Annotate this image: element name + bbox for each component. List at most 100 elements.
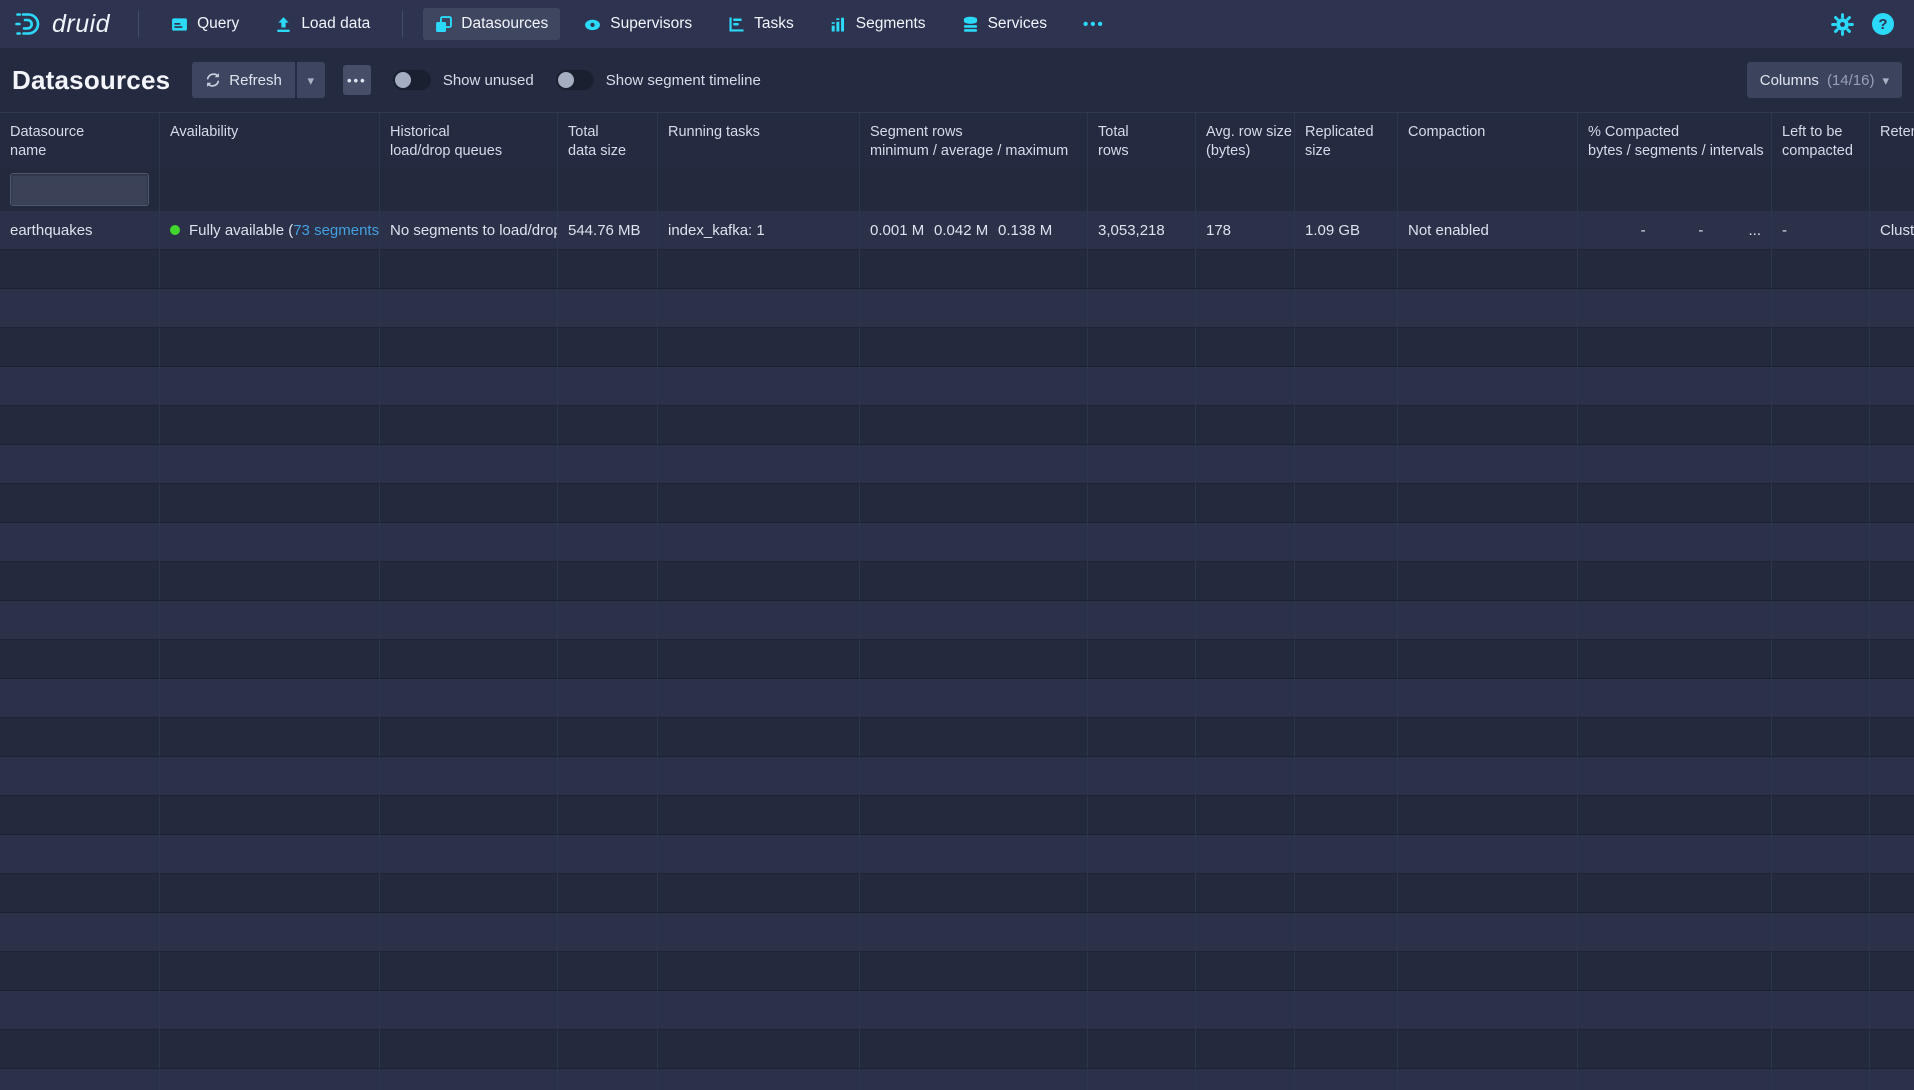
table-cell bbox=[1398, 835, 1578, 874]
help-icon[interactable]: ? bbox=[1872, 13, 1894, 35]
nav-item-services[interactable]: Services bbox=[950, 8, 1059, 40]
table-cell bbox=[160, 367, 380, 406]
column-header-availability[interactable]: Availability bbox=[160, 113, 380, 168]
filter-cell bbox=[1772, 168, 1870, 211]
show-unused-toggle-row: Show unused bbox=[392, 70, 534, 90]
nav-item-query[interactable]: Query bbox=[159, 8, 251, 40]
pct-compacted-segments: - bbox=[1698, 221, 1704, 239]
table-cell bbox=[1398, 328, 1578, 367]
table-cell bbox=[380, 718, 558, 757]
table-cell bbox=[1398, 289, 1578, 328]
table-cell bbox=[1772, 445, 1870, 484]
filter-cell bbox=[160, 168, 380, 211]
table-cell bbox=[558, 523, 658, 562]
cell-total-rows: 3,053,218 bbox=[1088, 211, 1196, 250]
filter-cell bbox=[658, 168, 860, 211]
table-cell bbox=[658, 601, 860, 640]
gear-icon[interactable] bbox=[1831, 12, 1854, 36]
header-line: Total bbox=[568, 124, 599, 140]
column-header-left-to-be-compacted[interactable]: Left to be compacted bbox=[1772, 113, 1870, 168]
table-cell bbox=[1870, 796, 1914, 835]
show-unused-toggle[interactable] bbox=[392, 70, 431, 90]
more-actions-button[interactable]: ••• bbox=[342, 65, 371, 95]
table-cell bbox=[1578, 328, 1772, 367]
table-cell bbox=[1295, 367, 1398, 406]
table-cell bbox=[860, 796, 1088, 835]
app-logo[interactable]: druid bbox=[14, 9, 110, 39]
table-cell bbox=[0, 757, 160, 796]
table-cell bbox=[1088, 562, 1196, 601]
cell-load-drop: No segments to load/drop bbox=[380, 211, 558, 250]
table-row bbox=[0, 679, 1914, 718]
nav-item-segments[interactable]: Segments bbox=[818, 8, 938, 40]
table-row bbox=[0, 952, 1914, 991]
columns-dropdown-button[interactable]: Columns (14/16) ▾ bbox=[1746, 62, 1902, 98]
cell-compaction[interactable]: Not enabled bbox=[1398, 211, 1578, 250]
table-cell bbox=[160, 1030, 380, 1069]
column-header-avg-row-size[interactable]: Avg. row size (bytes) bbox=[1196, 113, 1295, 168]
columns-button-label: Columns bbox=[1759, 71, 1819, 89]
table-cell bbox=[1295, 1069, 1398, 1090]
filter-cell bbox=[380, 168, 558, 211]
cell-datasource-name[interactable]: earthquakes bbox=[0, 211, 160, 250]
table-cell bbox=[658, 1069, 860, 1090]
table-cell bbox=[558, 562, 658, 601]
filter-cell bbox=[558, 168, 658, 211]
table-cell bbox=[160, 991, 380, 1030]
table-cell bbox=[1088, 328, 1196, 367]
table-cell bbox=[1398, 406, 1578, 445]
table-cell bbox=[1772, 1030, 1870, 1069]
table-cell bbox=[380, 991, 558, 1030]
table-cell bbox=[658, 1030, 860, 1069]
filter-cell bbox=[1398, 168, 1578, 211]
table-cell bbox=[1772, 757, 1870, 796]
app-logo-text: druid bbox=[52, 9, 111, 38]
datasource-name-filter-input[interactable] bbox=[10, 173, 149, 206]
refresh-interval-dropdown-button[interactable]: ▾ bbox=[296, 62, 325, 98]
table-cell bbox=[1870, 406, 1914, 445]
table-cell bbox=[1772, 289, 1870, 328]
datasources-table: Datasource name Availability Historical lo… bbox=[0, 112, 1914, 1090]
table-cell bbox=[1196, 289, 1295, 328]
column-header-retention[interactable]: Retention bbox=[1870, 113, 1914, 168]
nav-item-load-data[interactable]: Load data bbox=[263, 8, 382, 40]
column-header-percent-compacted[interactable]: % Compacted bytes / segments / intervals bbox=[1578, 113, 1772, 168]
nav-more-button[interactable]: ••• bbox=[1071, 9, 1117, 40]
datasource-name: earthquakes bbox=[10, 221, 93, 239]
column-header-replicated-size[interactable]: Replicated size bbox=[1295, 113, 1398, 168]
column-header-running-tasks[interactable]: Running tasks bbox=[658, 113, 860, 168]
table-cell bbox=[0, 640, 160, 679]
replicated-size-value: 1.09 GB bbox=[1305, 221, 1361, 239]
column-header-compaction[interactable]: Compaction bbox=[1398, 113, 1578, 168]
console-icon bbox=[171, 16, 188, 33]
table-cell bbox=[1772, 913, 1870, 952]
segments-link[interactable]: 73 segments bbox=[293, 221, 380, 239]
toggle-knob bbox=[394, 72, 411, 88]
table-cell bbox=[860, 289, 1088, 328]
show-segment-timeline-toggle[interactable] bbox=[555, 70, 594, 90]
nav-item-supervisors[interactable]: Supervisors bbox=[572, 8, 704, 40]
refresh-button[interactable]: Refresh bbox=[192, 62, 295, 98]
column-header-total-data-size[interactable]: Total data size bbox=[558, 113, 658, 168]
table-cell bbox=[0, 289, 160, 328]
column-header-historical-queues[interactable]: Historical load/drop queues bbox=[380, 113, 558, 168]
cell-retention[interactable]: Cluster default bbox=[1870, 211, 1914, 250]
table-cell bbox=[1578, 367, 1772, 406]
table-cell bbox=[1870, 952, 1914, 991]
table-cell bbox=[1772, 991, 1870, 1030]
table-cell bbox=[860, 484, 1088, 523]
table-cell bbox=[1870, 562, 1914, 601]
table-cell bbox=[160, 757, 380, 796]
column-header-datasource-name[interactable]: Datasource name bbox=[0, 113, 160, 168]
compaction-value: Not enabled bbox=[1408, 221, 1489, 239]
table-cell bbox=[1870, 328, 1914, 367]
table-cell bbox=[1295, 445, 1398, 484]
table-cell bbox=[1295, 952, 1398, 991]
column-header-total-rows[interactable]: Total rows bbox=[1088, 113, 1196, 168]
nav-item-datasources[interactable]: Datasources bbox=[423, 8, 561, 40]
table-row bbox=[0, 796, 1914, 835]
cell-replicated-size: 1.09 GB bbox=[1295, 211, 1398, 250]
table-cell bbox=[1196, 250, 1295, 289]
column-header-segment-rows[interactable]: Segment rows minimum / average / maximum bbox=[860, 113, 1088, 168]
nav-item-tasks[interactable]: Tasks bbox=[716, 8, 806, 40]
